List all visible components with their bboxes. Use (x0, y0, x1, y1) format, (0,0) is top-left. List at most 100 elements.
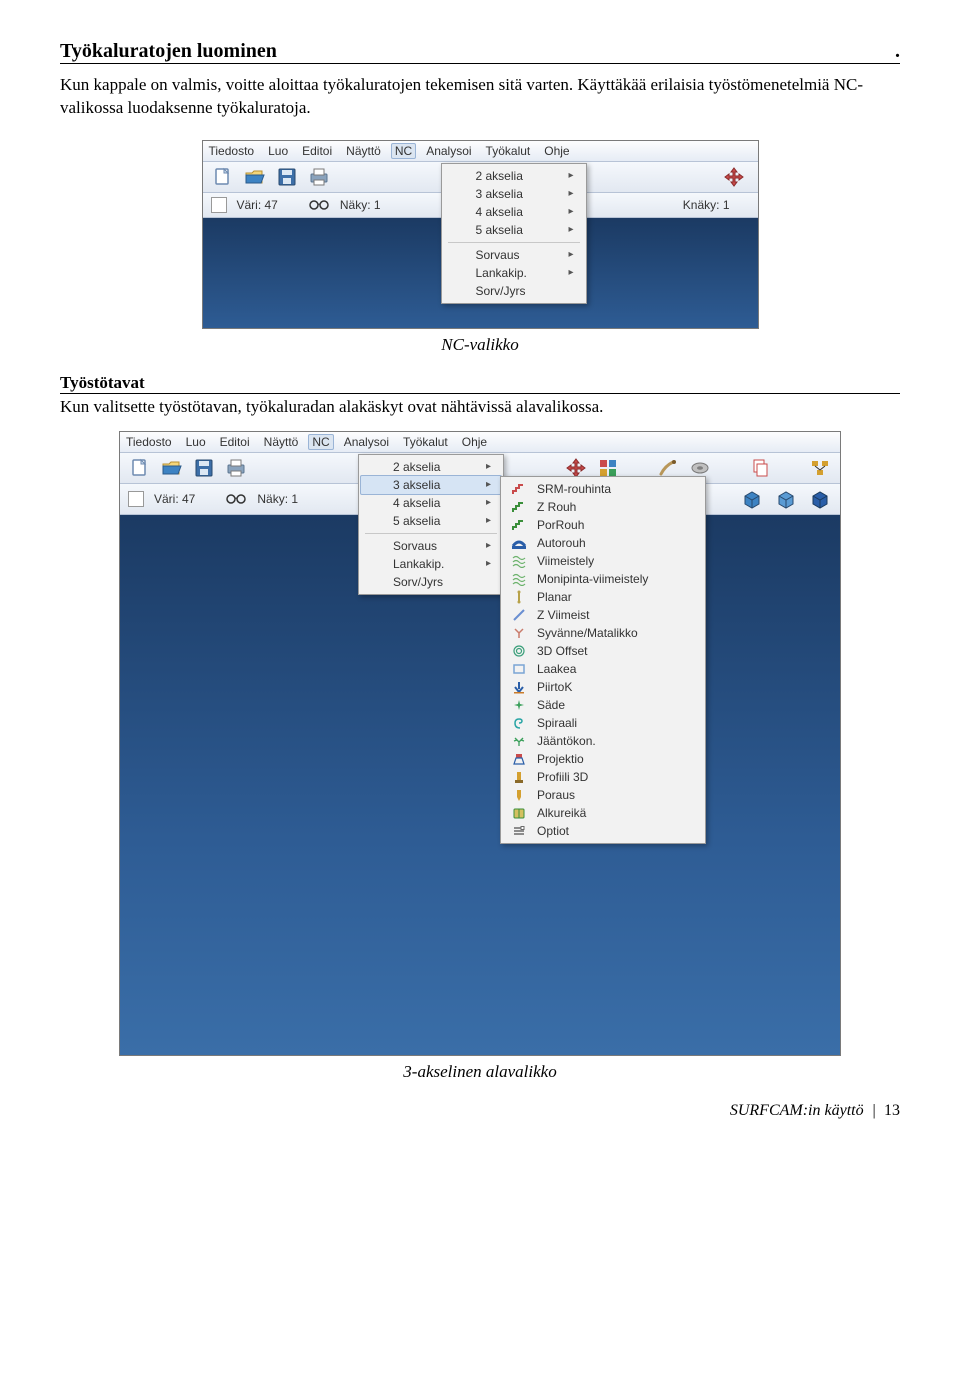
menu-nc[interactable]: NC (391, 143, 416, 159)
menu-item-2-akselia[interactable]: 2 akselia▸ (444, 167, 584, 185)
menu-nc[interactable]: NC (308, 434, 333, 450)
submenu-item-spiraali[interactable]: Spiraali (503, 714, 703, 732)
menu-item-lankakip.[interactable]: Lankakip.▸ (444, 264, 584, 282)
caption-1: NC-valikko (60, 335, 900, 355)
menu-item-sorv/jyrs[interactable]: Sorv/Jyrs (361, 573, 501, 591)
cube-solid-icon[interactable] (808, 488, 832, 510)
new-file-icon[interactable] (211, 166, 235, 188)
footer-text: SURFCAM:in käyttö (730, 1102, 864, 1119)
menu-tiedosto[interactable]: Tiedosto (209, 144, 255, 158)
submenu-item-porrouh[interactable]: PorRouh (503, 516, 703, 534)
menu-työkalut[interactable]: Työkalut (486, 144, 531, 158)
menu-tiedosto[interactable]: Tiedosto (126, 435, 172, 449)
menu-editoi[interactable]: Editoi (302, 144, 332, 158)
submenu-item-label: Poraus (537, 788, 575, 802)
menu-luo[interactable]: Luo (186, 435, 206, 449)
submenu-item-monipinta-viimeistely[interactable]: Monipinta-viimeistely (503, 570, 703, 588)
submenu-item-säde[interactable]: Säde (503, 696, 703, 714)
menu-työkalut[interactable]: Työkalut (403, 435, 448, 449)
menu-ohje[interactable]: Ohje (462, 435, 487, 449)
submenu-item-syvänne-matalikko[interactable]: Syvänne/Matalikko (503, 624, 703, 642)
naky-label: Näky: 1 (340, 198, 381, 212)
submenu-item-label: PorRouh (537, 518, 584, 532)
submenu-item-z-rouh[interactable]: Z Rouh (503, 498, 703, 516)
open-folder-icon[interactable] (243, 166, 267, 188)
submenu-item-label: Z Rouh (537, 500, 576, 514)
submenu-item-label: Viimeistely (537, 554, 594, 568)
nc-dropdown[interactable]: 2 akselia▸3 akselia▸4 akselia▸5 akselia▸… (358, 454, 504, 595)
menu-item-4-akselia[interactable]: 4 akselia▸ (361, 494, 501, 512)
menu-item-sorv/jyrs[interactable]: Sorv/Jyrs (444, 282, 584, 300)
menu-item-3-akselia[interactable]: 3 akselia▸ (360, 475, 502, 495)
caption-2: 3-akselinen alavalikko (60, 1062, 900, 1082)
submenu-item-alkureikä[interactable]: Alkureikä (503, 804, 703, 822)
menu-item-4-akselia[interactable]: 4 akselia▸ (444, 203, 584, 221)
book-icon (509, 806, 529, 820)
submenu-item-laakea[interactable]: Laakea (503, 660, 703, 678)
move-icon[interactable] (722, 166, 746, 188)
menu-editoi[interactable]: Editoi (220, 435, 250, 449)
new-file-icon[interactable] (128, 457, 152, 479)
print-icon[interactable] (224, 457, 248, 479)
screenshot-2-wrap: Tiedosto Luo Editoi Näyttö NC Analysoi Työkalu… (60, 431, 900, 1056)
menu-näyttö[interactable]: Näyttö (264, 435, 299, 449)
submenu-item-viimeistely[interactable]: Viimeistely (503, 552, 703, 570)
submenu-item-piirtok[interactable]: PiirtoK (503, 678, 703, 696)
menu-item-3-akselia[interactable]: 3 akselia▸ (444, 185, 584, 203)
section-title: Työkaluratojen luominen (60, 40, 895, 63)
steps-icon (509, 500, 529, 514)
submenu-item-label: SRM-rouhinta (537, 482, 611, 496)
menu-analysoi[interactable]: Analysoi (344, 435, 389, 449)
menu-näyttö[interactable]: Näyttö (346, 144, 381, 158)
submenu-item-optiot[interactable]: Optiot (503, 822, 703, 840)
tree-icon[interactable] (808, 457, 832, 479)
menu-ohje[interactable]: Ohje (544, 144, 569, 158)
arc-icon (509, 536, 529, 550)
submenu-item-label: Monipinta-viimeistely (537, 572, 648, 586)
menu-analysoi[interactable]: Analysoi (426, 144, 471, 158)
nc-submenu[interactable]: SRM-rouhinta Z Rouh PorRouh Autorouh Viimeis… (500, 476, 706, 844)
submenu-item-label: Säde (537, 698, 565, 712)
copy-icon[interactable] (748, 457, 772, 479)
nc-dropdown[interactable]: 2 akselia▸3 akselia▸4 akselia▸5 akselia▸… (441, 163, 587, 304)
submenu-item-label: Projektio (537, 752, 584, 766)
cube-icon[interactable] (740, 488, 764, 510)
submenu-item-srm-rouhinta[interactable]: SRM-rouhinta (503, 480, 703, 498)
submenu-item-label: Syvänne/Matalikko (537, 626, 638, 640)
submenu-item-poraus[interactable]: Poraus (503, 786, 703, 804)
save-icon[interactable] (275, 166, 299, 188)
rings-icon (509, 644, 529, 658)
menu-luo[interactable]: Luo (268, 144, 288, 158)
menu-item-5-akselia[interactable]: 5 akselia▸ (361, 512, 501, 530)
submenu-item-planar[interactable]: Planar (503, 588, 703, 606)
color-swatch[interactable] (211, 197, 227, 213)
opts-icon (509, 824, 529, 838)
footer-page-number: 13 (884, 1102, 900, 1119)
submenu-item-autorouh[interactable]: Autorouh (503, 534, 703, 552)
submenu-item-projektio[interactable]: Projektio (503, 750, 703, 768)
glasses-icon[interactable] (308, 199, 330, 211)
menu-item-sorvaus[interactable]: Sorvaus▸ (361, 537, 501, 555)
submenu-item-jääntökon.[interactable]: Jääntökon. (503, 732, 703, 750)
steps-icon (509, 518, 529, 532)
glasses-icon[interactable] (225, 493, 247, 505)
submenu-item-label: Autorouh (537, 536, 586, 550)
proj-icon (509, 752, 529, 766)
page-footer: SURFCAM:in käyttö | 13 (60, 1102, 900, 1120)
menu-item-lankakip.[interactable]: Lankakip.▸ (361, 555, 501, 573)
print-icon[interactable] (307, 166, 331, 188)
open-folder-icon[interactable] (160, 457, 184, 479)
spiral-icon (509, 716, 529, 730)
diag-icon (509, 608, 529, 622)
save-icon[interactable] (192, 457, 216, 479)
cube-outline-icon[interactable] (774, 488, 798, 510)
submenu-item-3d-offset[interactable]: 3D Offset (503, 642, 703, 660)
submenu-item-z-viimeist[interactable]: Z Viimeist (503, 606, 703, 624)
submenu-item-label: Alkureikä (537, 806, 586, 820)
menu-item-2-akselia[interactable]: 2 akselia▸ (361, 458, 501, 476)
submenu-item-profiili-3d[interactable]: Profiili 3D (503, 768, 703, 786)
menu-item-5-akselia[interactable]: 5 akselia▸ (444, 221, 584, 239)
menu-item-sorvaus[interactable]: Sorvaus▸ (444, 246, 584, 264)
color-swatch[interactable] (128, 491, 144, 507)
submenu-item-label: Z Viimeist (537, 608, 589, 622)
